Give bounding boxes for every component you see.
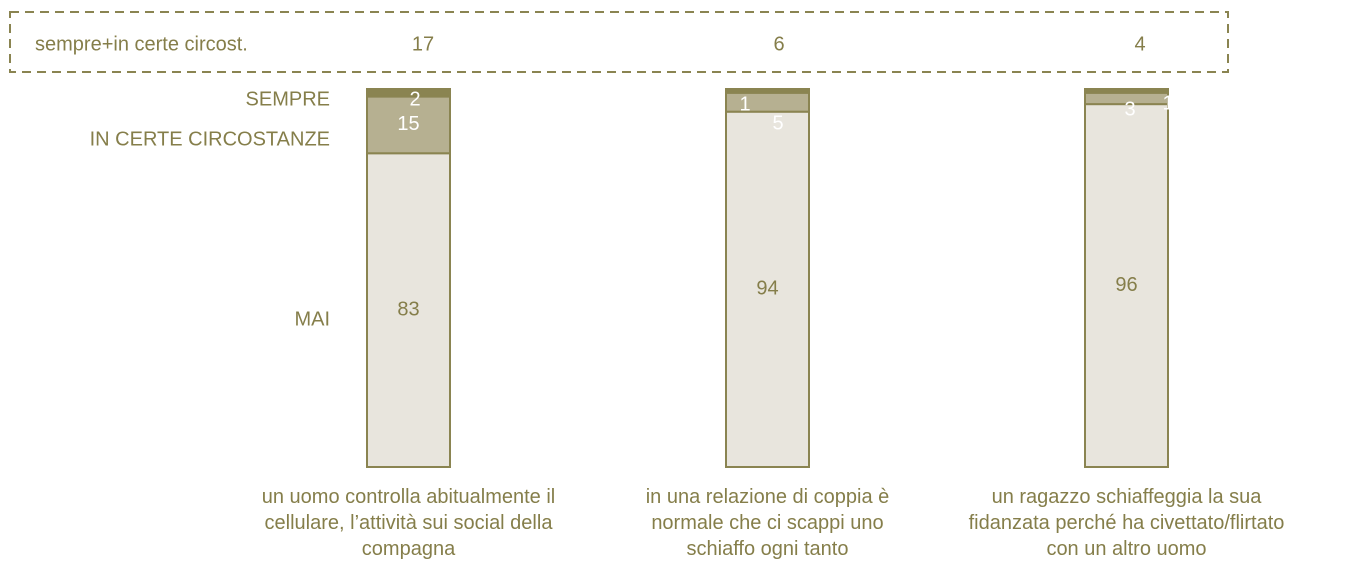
bar-segment <box>725 88 810 94</box>
category-label: un ragazzo schiaffeggia la sua fidanzata… <box>968 486 1285 560</box>
bar-segment <box>366 152 451 468</box>
bar-segment <box>366 88 451 98</box>
data-label: 3 <box>1124 98 1135 120</box>
legend-label: SEMPRE <box>246 88 330 110</box>
summary-box <box>9 11 1229 73</box>
data-label: 83 <box>397 298 419 320</box>
category-label: in una relazione di coppia è normale che… <box>645 486 890 560</box>
category-label: un uomo controlla abitualmente il cellul… <box>261 486 556 560</box>
data-label: 2 <box>409 88 420 110</box>
summary-value: 17 <box>412 33 434 55</box>
data-label: 96 <box>1115 274 1137 296</box>
data-label: 15 <box>397 113 419 135</box>
bar-segment <box>725 110 810 469</box>
summary-value: 4 <box>1134 33 1145 55</box>
legend-label: MAI <box>294 308 330 330</box>
data-label: 1 <box>739 93 750 115</box>
data-label: 94 <box>756 278 778 300</box>
bar-segment <box>1084 88 1169 94</box>
bar-segment <box>725 91 810 113</box>
summary-value: 6 <box>773 33 784 55</box>
data-label: 5 <box>772 112 783 134</box>
summary-label: sempre+in certe circost. <box>35 33 248 55</box>
legend-label: IN CERTE CIRCOSTANZE <box>90 128 330 150</box>
data-label: 1 <box>1162 92 1173 114</box>
